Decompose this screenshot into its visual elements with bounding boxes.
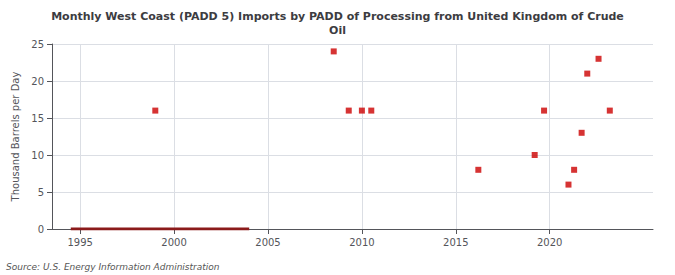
svg-text:1995: 1995 xyxy=(67,237,92,248)
svg-text:10: 10 xyxy=(31,150,44,161)
svg-text:Thousand Barrels per Day: Thousand Barrels per Day xyxy=(10,72,21,203)
svg-text:Oil: Oil xyxy=(329,24,346,37)
svg-text:Monthly West Coast (PADD 5) Im: Monthly West Coast (PADD 5) Imports by P… xyxy=(51,10,624,23)
svg-text:2020: 2020 xyxy=(537,237,562,248)
svg-text:2005: 2005 xyxy=(255,237,280,248)
svg-text:20: 20 xyxy=(31,76,44,87)
svg-text:Source: U.S. Energy Informatio: Source: U.S. Energy Information Administ… xyxy=(6,262,220,272)
svg-text:15: 15 xyxy=(31,113,44,124)
svg-text:2015: 2015 xyxy=(443,237,468,248)
svg-text:25: 25 xyxy=(31,39,44,50)
svg-text:2010: 2010 xyxy=(349,237,374,248)
svg-text:5: 5 xyxy=(38,187,44,198)
svg-text:0: 0 xyxy=(38,224,44,235)
svg-text:2000: 2000 xyxy=(161,237,186,248)
